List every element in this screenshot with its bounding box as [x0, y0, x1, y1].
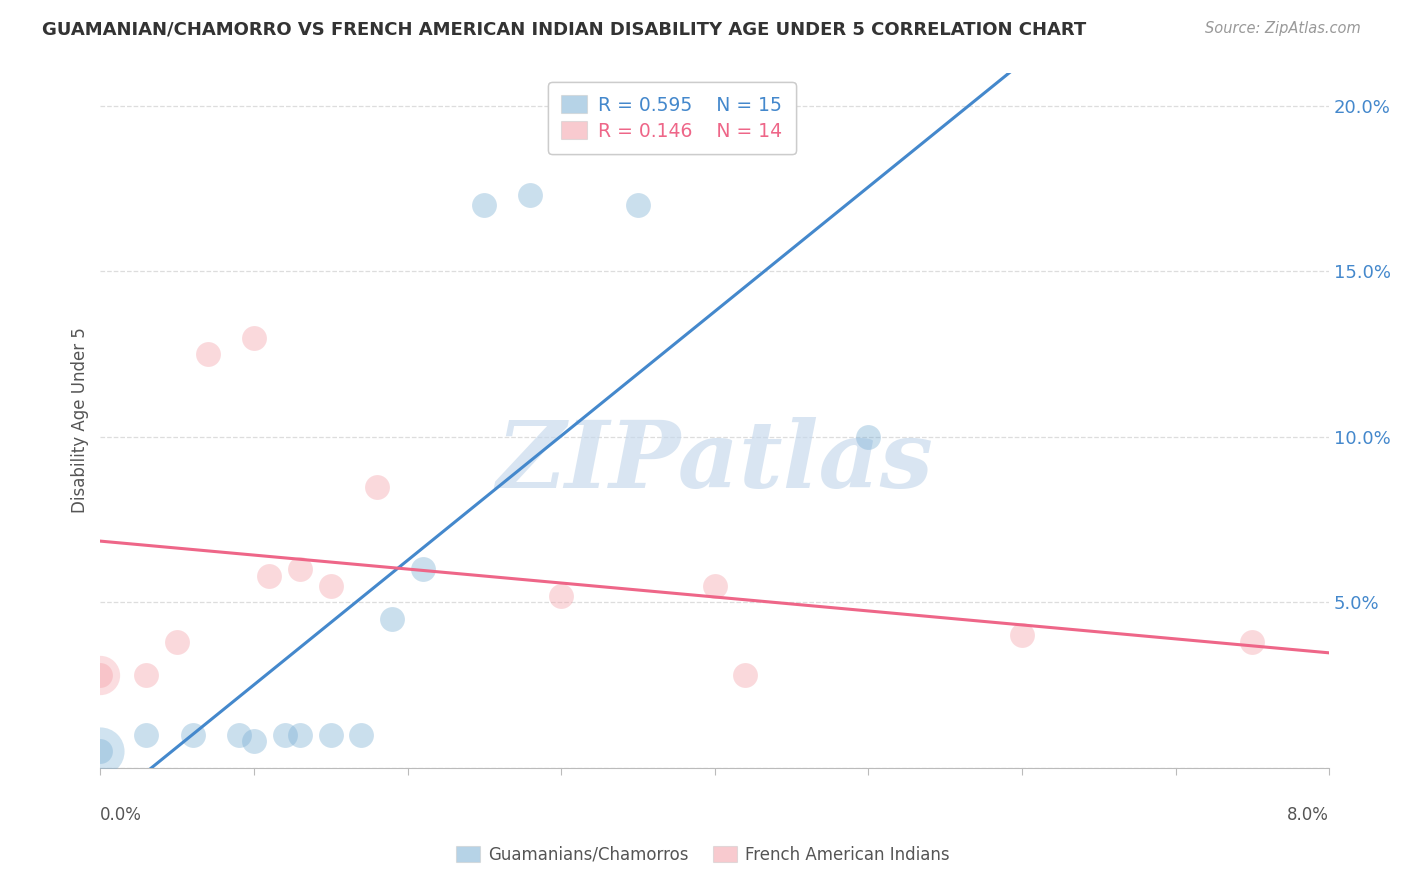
Point — [288, 562, 311, 576]
Point — [243, 331, 266, 345]
Legend: R = 0.595    N = 15, R = 0.146    N = 14: R = 0.595 N = 15, R = 0.146 N = 14 — [548, 82, 796, 154]
Text: GUAMANIAN/CHAMORRO VS FRENCH AMERICAN INDIAN DISABILITY AGE UNDER 5 CORRELATION : GUAMANIAN/CHAMORRO VS FRENCH AMERICAN IN… — [42, 21, 1087, 38]
Text: 8.0%: 8.0% — [1288, 805, 1329, 824]
Point — [89, 668, 111, 682]
Point — [734, 668, 756, 682]
Point — [135, 728, 157, 742]
Point — [288, 728, 311, 742]
Point — [366, 479, 388, 493]
Point — [89, 744, 111, 758]
Text: 0.0%: 0.0% — [100, 805, 142, 824]
Point — [89, 744, 111, 758]
Legend: Guamanians/Chamorros, French American Indians: Guamanians/Chamorros, French American In… — [450, 839, 956, 871]
Point — [1241, 635, 1264, 649]
Point — [181, 728, 204, 742]
Point — [412, 562, 434, 576]
Text: Source: ZipAtlas.com: Source: ZipAtlas.com — [1205, 21, 1361, 36]
Point — [350, 728, 373, 742]
Point — [243, 734, 266, 748]
Point — [197, 347, 219, 361]
Point — [319, 579, 342, 593]
Point — [228, 728, 250, 742]
Point — [319, 728, 342, 742]
Point — [472, 198, 495, 212]
Point — [166, 635, 188, 649]
Text: ZIPatlas: ZIPatlas — [496, 417, 934, 507]
Point — [703, 579, 725, 593]
Point — [273, 728, 295, 742]
Point — [1011, 628, 1033, 642]
Y-axis label: Disability Age Under 5: Disability Age Under 5 — [72, 327, 89, 513]
Point — [550, 589, 572, 603]
Point — [519, 188, 541, 202]
Point — [259, 569, 281, 583]
Point — [135, 668, 157, 682]
Point — [381, 612, 404, 626]
Point — [627, 198, 650, 212]
Point — [858, 430, 880, 444]
Point — [89, 668, 111, 682]
